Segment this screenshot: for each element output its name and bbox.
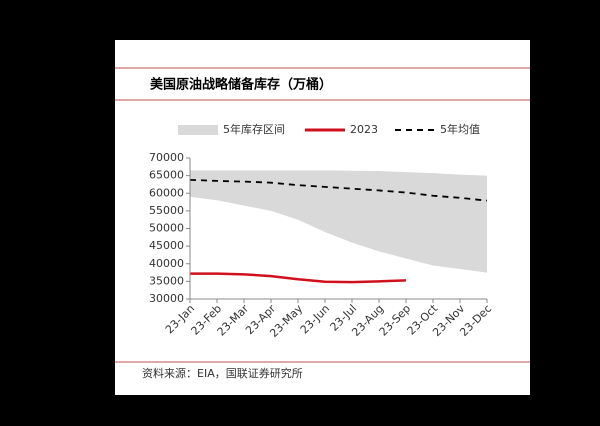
legend-label: 5年均值 <box>440 122 480 136</box>
y-tick-label: 30000 <box>149 292 184 305</box>
legend-swatch <box>178 125 218 135</box>
y-tick-label: 45000 <box>149 239 184 252</box>
y-tick-label: 55000 <box>149 204 184 217</box>
y-tick-label: 40000 <box>149 257 184 270</box>
range-band <box>190 170 487 273</box>
y-tick-label: 35000 <box>149 274 184 287</box>
y-tick-label: 65000 <box>149 169 184 182</box>
y-tick-label: 60000 <box>149 186 184 199</box>
legend-label: 2023 <box>350 123 378 136</box>
y-tick-label: 50000 <box>149 222 184 235</box>
legend-label: 5年库存区间 <box>223 122 285 136</box>
mean-line <box>189 178 488 202</box>
source: 资料来源：EIA，国联证券研究所 <box>142 366 303 380</box>
line <box>190 272 407 284</box>
y-tick-label: 70000 <box>149 151 184 164</box>
chart-title: 美国原油战略储备库存（万桶） <box>150 77 332 93</box>
